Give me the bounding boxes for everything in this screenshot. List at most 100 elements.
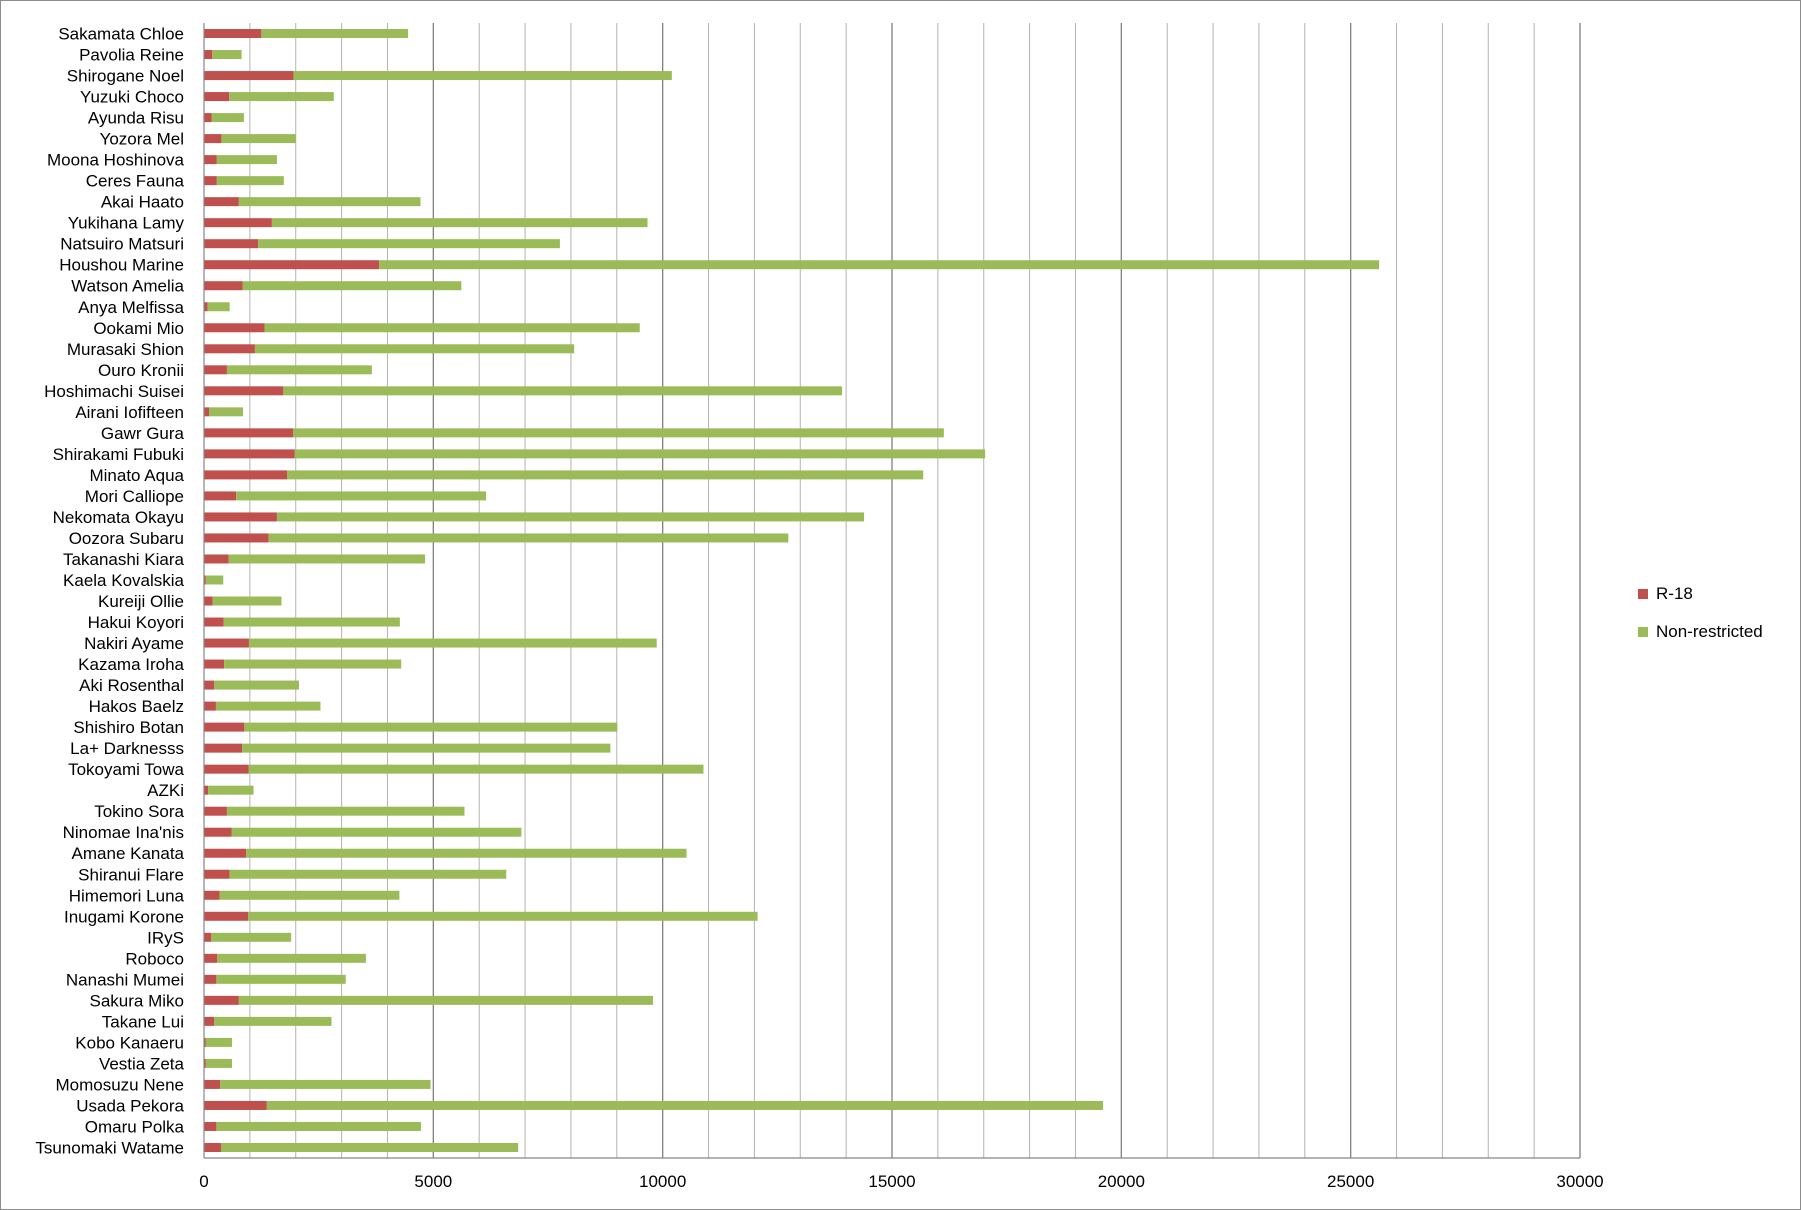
bar-non-restricted <box>271 218 648 228</box>
bar-r18 <box>204 659 225 669</box>
bar-non-restricted <box>248 638 657 648</box>
gridlines <box>249 23 1581 1158</box>
y-tick-label: Minato Aqua <box>89 466 184 485</box>
bar-r18 <box>204 974 217 984</box>
bar-non-restricted <box>214 1016 332 1026</box>
y-tick-label: Natsuiro Matsuri <box>60 235 184 254</box>
bar-non-restricted <box>207 302 230 312</box>
bar-r18 <box>204 554 229 564</box>
y-tick-label: Inugami Korone <box>64 907 184 926</box>
bar-non-restricted <box>292 428 944 438</box>
bar-r18 <box>204 155 217 165</box>
bar-r18 <box>204 827 232 837</box>
legend-item-non-restricted: Non-restricted <box>1638 613 1763 651</box>
bar-r18 <box>204 470 288 480</box>
bar-non-restricted <box>216 1121 421 1131</box>
bar-r18 <box>204 596 213 606</box>
y-tick-label: Shiranui Flare <box>78 865 184 884</box>
bar-non-restricted <box>211 113 244 123</box>
bar-non-restricted <box>258 239 560 249</box>
legend-item-r18: R-18 <box>1638 575 1763 613</box>
bar-non-restricted <box>205 575 224 585</box>
bar-non-restricted <box>231 827 522 837</box>
bar-non-restricted <box>205 1058 232 1068</box>
bar-non-restricted <box>379 260 1380 270</box>
bar-r18 <box>204 176 217 186</box>
bar-r18 <box>204 869 230 879</box>
y-tick-label: Kaela Kovalskia <box>63 571 185 590</box>
y-tick-label: Momosuzu Nene <box>55 1075 184 1094</box>
bar-r18 <box>204 281 243 291</box>
y-tick-label: AZKi <box>147 781 184 800</box>
bar-r18 <box>204 1121 217 1131</box>
y-tick-label: Amane Kanata <box>72 844 185 863</box>
bar-non-restricted <box>228 554 426 564</box>
bar-non-restricted <box>211 932 292 942</box>
y-tick-label: Yuzuki Choco <box>80 88 184 107</box>
bar-r18 <box>204 1058 206 1068</box>
x-tick-label: 30000 <box>1556 1172 1603 1191</box>
y-tick-label: Sakamata Chloe <box>58 25 184 44</box>
bar-non-restricted <box>209 407 243 417</box>
y-tick-label: Murasaki Shion <box>67 340 184 359</box>
y-tick-label: Airani Iofifteen <box>75 403 184 422</box>
bar-non-restricted <box>223 617 400 627</box>
y-tick-label: Nekomata Okayu <box>53 508 184 527</box>
bar-non-restricted <box>268 533 789 543</box>
bar-r18 <box>204 743 243 753</box>
bar-non-restricted <box>224 659 402 669</box>
bar-non-restricted <box>276 512 865 522</box>
y-tick-label: Kobo Kanaeru <box>75 1033 184 1052</box>
bar-r18 <box>204 617 224 627</box>
bar-r18 <box>204 995 239 1005</box>
bar-r18 <box>204 932 212 942</box>
bar-non-restricted <box>242 743 611 753</box>
bar-non-restricted <box>208 785 254 795</box>
x-tick-label: 15000 <box>868 1172 915 1191</box>
bar-r18 <box>204 911 249 921</box>
y-tick-label: Anya Melfissa <box>78 298 184 317</box>
bar-r18 <box>204 92 230 102</box>
y-tick-label: Tokoyami Towa <box>68 760 184 779</box>
y-axis-labels: Sakamata Chloe Pavolia Reine Shirogane Noe… <box>35 25 184 1158</box>
bar-non-restricted <box>238 197 421 207</box>
y-tick-label: Kureiji Ollie <box>98 592 184 611</box>
bar-non-restricted <box>287 470 924 480</box>
bar-non-restricted <box>226 365 372 375</box>
bar-r18 <box>204 323 265 333</box>
bar-r18 <box>204 1016 215 1026</box>
x-axis-tick-labels: 0 5000 10000 15000 20000 25000 30000 <box>199 1172 1603 1191</box>
bar-r18 <box>204 953 218 963</box>
y-tick-label: Moona Hoshinova <box>47 151 185 170</box>
bar-non-restricted <box>221 134 296 144</box>
bar-r18 <box>204 260 380 270</box>
y-tick-label: Himemori Luna <box>69 886 185 905</box>
bar-non-restricted <box>236 491 487 501</box>
x-tick-label: 20000 <box>1098 1172 1145 1191</box>
bar-non-restricted <box>242 281 462 291</box>
bar-series-group <box>204 29 1380 1152</box>
bar-non-restricted <box>220 1142 519 1152</box>
bar-non-restricted <box>214 680 299 690</box>
y-tick-label: Hoshimachi Suisei <box>44 382 184 401</box>
y-tick-label: Ninomae Ina'nis <box>63 823 184 842</box>
bar-r18 <box>204 1079 221 1089</box>
y-tick-label: Ouro Kronii <box>98 361 184 380</box>
bar-non-restricted <box>264 323 640 333</box>
bar-non-restricted <box>226 806 465 816</box>
bar-r18 <box>204 512 277 522</box>
bar-r18 <box>204 848 247 858</box>
bar-non-restricted <box>215 701 321 711</box>
bar-non-restricted <box>212 50 242 60</box>
y-tick-label: La+ Darknesss <box>70 739 184 758</box>
bar-non-restricted <box>294 449 986 459</box>
bar-r18 <box>204 29 262 39</box>
bar-r18 <box>204 428 293 438</box>
y-tick-label: Omaru Polka <box>85 1117 185 1136</box>
y-tick-label: Watson Amelia <box>71 277 184 296</box>
y-tick-label: Shishiro Botan <box>73 718 184 737</box>
bar-r18 <box>204 197 239 207</box>
bar-r18 <box>204 386 284 396</box>
bar-non-restricted <box>248 911 758 921</box>
y-tick-label: Kazama Iroha <box>78 655 184 674</box>
